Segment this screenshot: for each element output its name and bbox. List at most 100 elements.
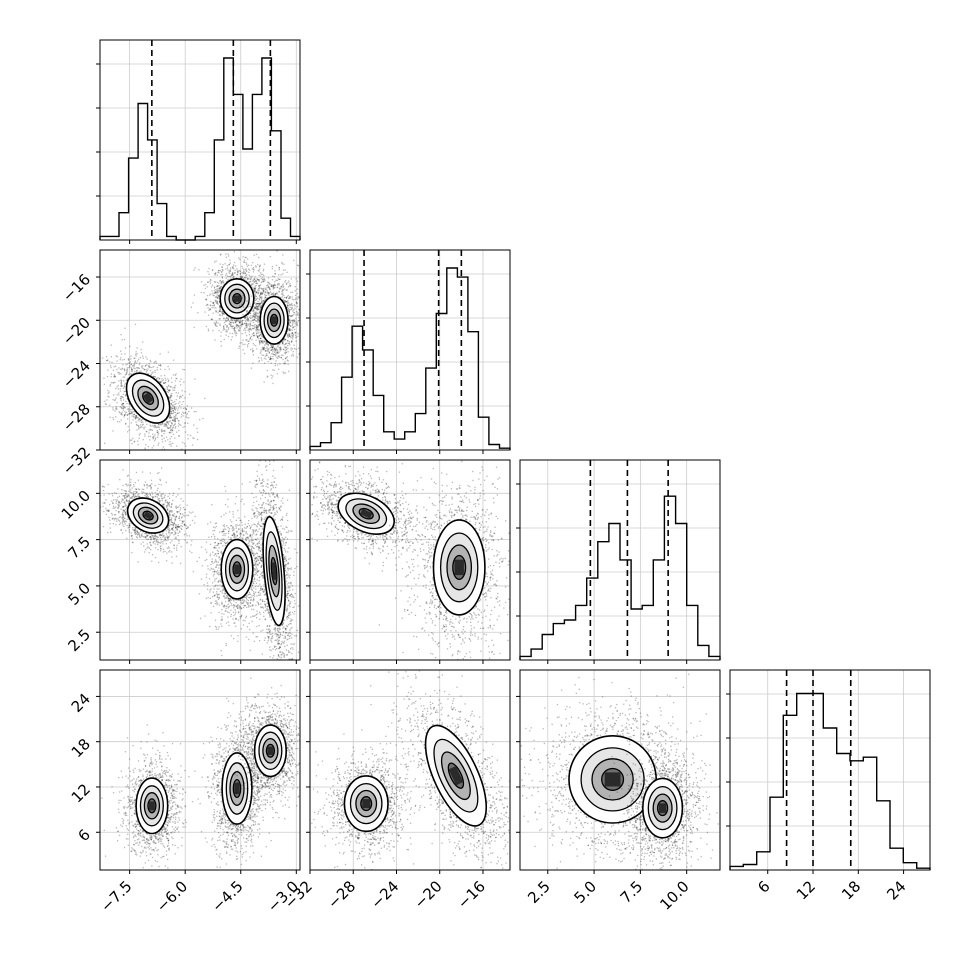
scatter-point bbox=[174, 418, 177, 420]
scatter-point bbox=[290, 329, 292, 331]
scatter-point bbox=[129, 361, 131, 363]
scatter-point bbox=[180, 407, 182, 409]
scatter-point bbox=[110, 344, 112, 346]
scatter-point bbox=[257, 289, 259, 291]
scatter-point bbox=[167, 378, 169, 380]
scatter-point bbox=[284, 350, 286, 352]
scatter-point bbox=[257, 308, 259, 310]
scatter-point bbox=[122, 409, 124, 411]
scatter-point bbox=[255, 266, 257, 268]
scatter-point bbox=[267, 343, 269, 346]
scatter-point bbox=[195, 411, 197, 413]
scatter-point bbox=[287, 360, 289, 362]
scatter-point bbox=[242, 349, 244, 351]
scatter-point bbox=[275, 360, 277, 362]
scatter-point bbox=[149, 422, 151, 424]
scatter-point bbox=[162, 532, 164, 535]
scatter-point bbox=[215, 325, 217, 327]
scatter-point bbox=[186, 412, 188, 415]
scatter-point bbox=[184, 515, 186, 517]
scatter-point bbox=[250, 278, 252, 280]
scatter-point bbox=[148, 435, 150, 437]
scatter-point bbox=[259, 303, 261, 305]
scatter-point bbox=[250, 328, 252, 330]
scatter-point bbox=[171, 407, 173, 409]
scatter-point bbox=[146, 494, 148, 497]
scatter-point bbox=[124, 390, 126, 392]
scatter-point bbox=[165, 530, 167, 532]
scatter-point bbox=[142, 357, 144, 359]
scatter-point bbox=[212, 302, 215, 304]
scatter-point bbox=[239, 342, 241, 344]
scatter-point bbox=[209, 308, 212, 311]
scatter-point bbox=[286, 356, 289, 358]
scatter-point bbox=[166, 387, 168, 389]
scatter-point bbox=[170, 407, 173, 409]
scatter-point bbox=[185, 407, 187, 410]
scatter-point bbox=[178, 397, 181, 399]
scatter-point bbox=[109, 527, 111, 529]
scatter-point bbox=[257, 279, 259, 281]
scatter-point bbox=[221, 314, 223, 317]
scatter-point bbox=[285, 289, 287, 291]
scatter-point bbox=[134, 417, 137, 419]
scatter-point bbox=[218, 318, 220, 320]
scatter-point bbox=[286, 296, 288, 298]
scatter-point bbox=[288, 309, 290, 311]
scatter-point bbox=[128, 523, 130, 525]
scatter-point bbox=[166, 535, 168, 537]
scatter-point bbox=[274, 270, 276, 272]
scatter-point bbox=[226, 320, 228, 322]
scatter-point bbox=[126, 368, 129, 371]
scatter-point bbox=[117, 504, 119, 506]
scatter-point bbox=[258, 323, 260, 326]
scatter-point bbox=[161, 497, 163, 499]
scatter-point bbox=[145, 430, 147, 433]
scatter-point bbox=[124, 523, 126, 525]
scatter-point bbox=[122, 524, 124, 526]
scatter-point bbox=[186, 405, 188, 407]
scatter-point bbox=[246, 320, 249, 322]
scatter-point bbox=[258, 343, 261, 345]
scatter-point bbox=[93, 366, 94, 367]
scatter-point bbox=[274, 293, 276, 296]
scatter-point bbox=[171, 528, 173, 530]
scatter-point bbox=[245, 322, 247, 324]
scatter-point bbox=[239, 270, 242, 273]
scatter-point bbox=[252, 280, 254, 282]
scatter-point bbox=[250, 264, 253, 266]
scatter-point bbox=[269, 255, 271, 258]
scatter-point bbox=[257, 269, 259, 272]
scatter-point bbox=[161, 422, 164, 424]
scatter-point bbox=[168, 427, 170, 429]
scatter-point bbox=[120, 379, 122, 381]
scatter-point bbox=[149, 374, 151, 376]
scatter-point bbox=[252, 286, 254, 288]
scatter-point bbox=[274, 293, 276, 295]
scatter-point bbox=[155, 360, 157, 362]
scatter-point bbox=[161, 435, 163, 437]
scatter-point bbox=[114, 375, 116, 377]
scatter-point bbox=[260, 309, 262, 311]
scatter-point bbox=[264, 297, 266, 299]
scatter-point bbox=[254, 288, 256, 290]
scatter-point bbox=[257, 307, 259, 309]
scatter-point bbox=[96, 379, 97, 380]
scatter-point bbox=[165, 543, 167, 545]
scatter-point bbox=[156, 540, 158, 542]
scatter-point bbox=[239, 319, 241, 321]
scatter-point bbox=[225, 320, 227, 322]
scatter-point bbox=[251, 307, 254, 310]
scatter-point bbox=[212, 269, 214, 271]
scatter-point bbox=[209, 294, 211, 296]
scatter-point bbox=[144, 365, 147, 367]
scatter-point bbox=[219, 308, 222, 310]
scatter-point bbox=[214, 299, 216, 301]
scatter-point bbox=[178, 422, 180, 425]
scatter-point bbox=[216, 290, 218, 292]
scatter-point bbox=[102, 485, 104, 487]
scatter-point bbox=[255, 313, 257, 315]
scatter-point bbox=[252, 271, 255, 273]
scatter-point bbox=[295, 278, 297, 280]
